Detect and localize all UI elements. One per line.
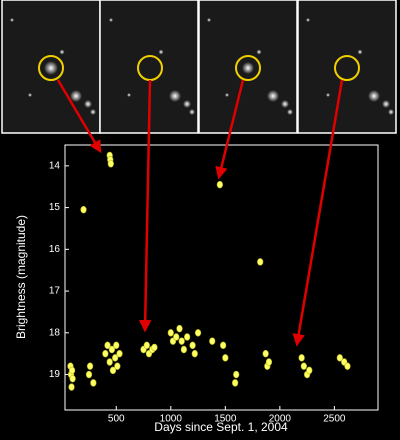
point	[306, 366, 313, 375]
point	[108, 345, 115, 354]
y-tick-label: 19	[49, 369, 61, 380]
point	[113, 341, 120, 350]
point	[265, 358, 273, 366]
point	[86, 362, 94, 370]
point	[102, 349, 109, 358]
point	[180, 345, 187, 354]
x-tick-label: 500	[108, 414, 125, 425]
point	[216, 180, 223, 189]
point	[209, 337, 216, 345]
point	[178, 337, 185, 345]
point	[191, 349, 198, 358]
point	[257, 258, 264, 266]
point	[184, 333, 191, 341]
point	[222, 354, 229, 362]
point	[116, 349, 123, 358]
point	[336, 354, 343, 362]
x-tick-label: 1500	[214, 414, 237, 425]
plot: 500 1000 1500 2000 2500 14 15 16 17 18 19	[49, 151, 351, 425]
point	[69, 375, 76, 383]
x-tick-label: 2500	[323, 414, 346, 425]
point	[106, 358, 113, 366]
y-tick-label: 14	[49, 161, 61, 172]
point	[143, 341, 150, 350]
point	[80, 205, 87, 214]
point	[194, 329, 202, 337]
point	[85, 370, 93, 379]
point	[114, 362, 121, 370]
point	[107, 160, 114, 168]
point	[298, 354, 305, 362]
point	[220, 341, 227, 350]
y-tick-label: 16	[49, 244, 61, 255]
y-tick-label: 15	[49, 202, 61, 213]
point	[90, 379, 97, 387]
point	[232, 379, 239, 387]
point	[167, 329, 174, 337]
point	[68, 383, 75, 391]
point	[68, 366, 76, 375]
point	[233, 370, 240, 379]
x-tick-label: 1000	[160, 414, 183, 425]
y-axis-title: Brightness (magnitude)	[14, 215, 28, 339]
point	[112, 354, 119, 362]
point	[151, 343, 158, 352]
point	[173, 333, 180, 341]
x-axis-title: Days since Sept. 1, 2004	[154, 420, 288, 434]
point	[176, 324, 183, 333]
point	[109, 366, 117, 375]
point	[262, 349, 269, 358]
image-strip	[1, 0, 397, 134]
y-tick-label: 18	[49, 327, 61, 338]
point	[189, 341, 196, 350]
point	[300, 362, 307, 370]
y-tick-label: 17	[49, 286, 61, 297]
point	[104, 341, 111, 350]
point	[344, 362, 351, 370]
arrows	[56, 79, 344, 347]
x-tick-label: 2000	[269, 414, 292, 425]
